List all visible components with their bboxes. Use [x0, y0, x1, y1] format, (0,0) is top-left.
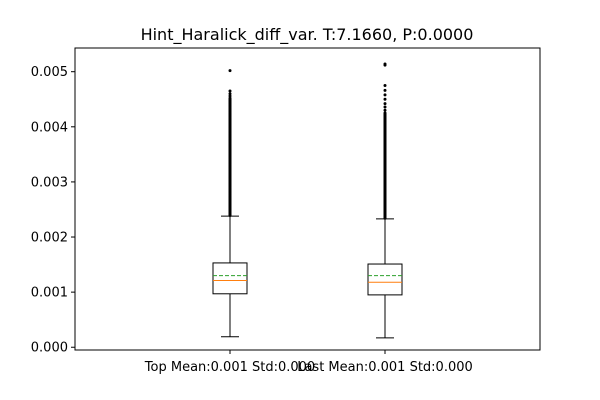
outlier-point [383, 83, 387, 87]
outlier-point [228, 92, 232, 96]
outlier-point [383, 88, 387, 92]
y-tick-label: 0.003 [31, 175, 68, 190]
axes-frame [74, 47, 541, 351]
outlier-point [383, 62, 387, 66]
box-iqr [212, 262, 248, 295]
outlier-point [383, 93, 387, 97]
chart-title: Hint_Haralick_diff_var. T:7.1660, P:0.00… [141, 25, 474, 45]
y-tick-label: 0.001 [31, 286, 68, 301]
outlier-point [383, 111, 387, 115]
box-group-0 [212, 69, 248, 338]
x-tick-label: Top Mean:0.001 Std:0.000 [144, 360, 315, 375]
plot-area [212, 62, 403, 339]
outlier-point [228, 89, 232, 93]
y-tick-label: 0.004 [31, 120, 68, 135]
outlier-point [383, 105, 387, 109]
axes: 0.000 0.001 0.002 0.003 0.004 0.005 Top Mean:0… [31, 65, 473, 375]
x-tick-label: Last Mean:0.001 Std:0.000 [297, 360, 473, 375]
outlier-point [228, 96, 232, 100]
y-tick-label: 0.000 [31, 341, 68, 356]
outlier-point [383, 102, 387, 106]
outliers-0 [228, 69, 232, 218]
outliers-1 [383, 62, 387, 220]
box-group-1 [367, 62, 403, 339]
outlier-point [383, 108, 387, 112]
outlier-point [383, 97, 387, 101]
outlier-point [228, 69, 232, 73]
y-tick-label: 0.005 [31, 65, 68, 80]
outlier-point [228, 94, 232, 98]
y-tick-label: 0.002 [31, 231, 68, 246]
box-iqr [367, 263, 403, 296]
